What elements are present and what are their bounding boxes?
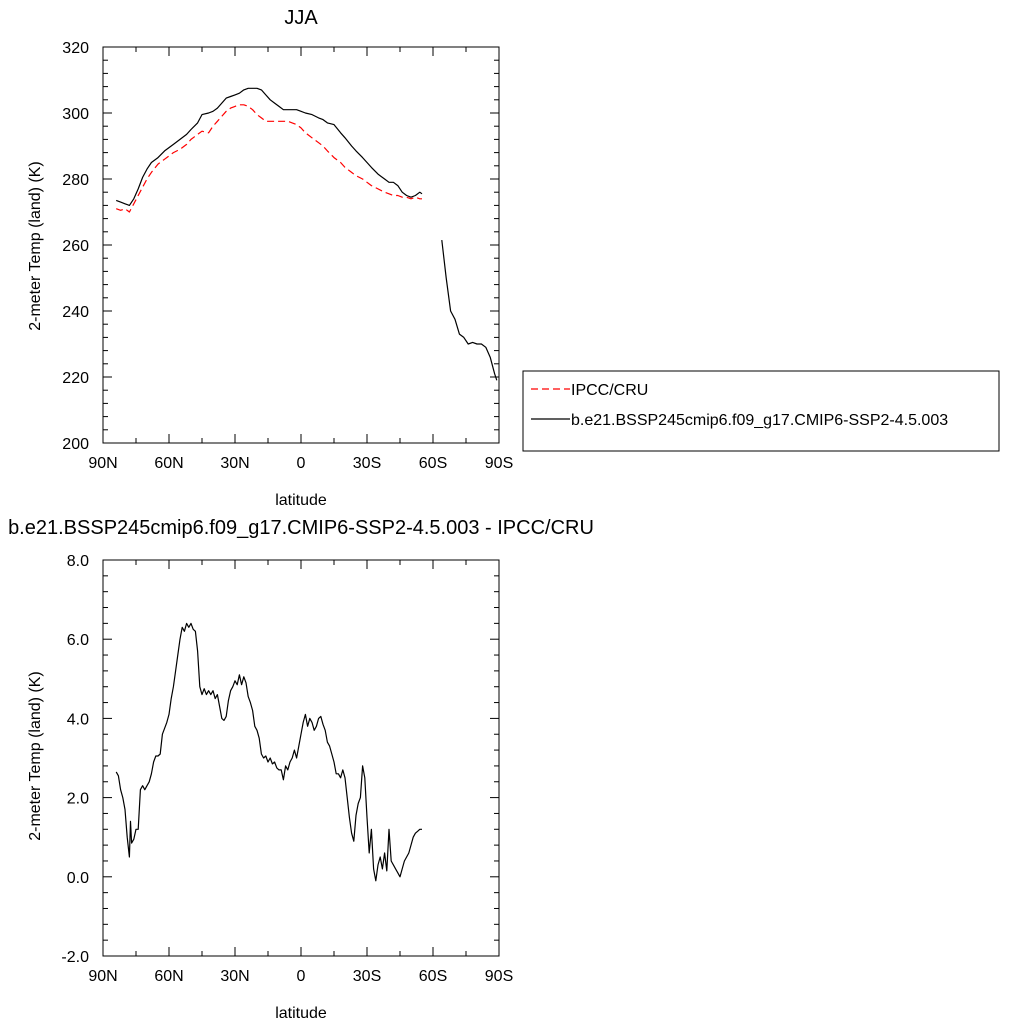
x-axis-label: latitude [275,492,327,509]
series-line-model [115,87,423,206]
y-tick-label: 6.0 [67,632,89,649]
x-tick-label: 60S [419,968,447,985]
x-tick-label: 0 [297,455,306,472]
y-tick-label: 300 [62,106,89,123]
x-tick-label: 30N [220,455,249,472]
chart-title: b.e21.BSSP245cmip6.f09_g17.CMIP6-SSP2-4.… [8,517,594,539]
legend-label-model: b.e21.BSSP245cmip6.f09_g17.CMIP6-SSP2-4.… [571,412,948,429]
plot-area: -2.0 0.0 2.0 4.0 6.0 8.0 90N 60N 30N 0 30S 60S 90S [61,553,513,985]
temperature-panel: JJA 200 220 240 260 280 300 320 90N 60N 30N 0 30S 60… [27,7,1000,509]
x-axis-label: latitude [275,1005,327,1022]
difference-panel: b.e21.BSSP245cmip6.f09_g17.CMIP6-SSP2-4.… [8,517,594,1022]
y-tick-label: 320 [62,40,89,57]
x-tick-label: 90S [485,968,513,985]
x-tick-label: 90N [88,455,117,472]
x-tick-label: 90N [88,968,117,985]
x-tick-label: 90S [485,455,513,472]
x-tick-label: 0 [297,968,306,985]
y-tick-label: 0.0 [67,870,89,887]
series-line-model [441,240,498,381]
x-tick-label: 30S [353,455,381,472]
series-line-difference [115,622,422,882]
y-tick-label: 8.0 [67,553,89,570]
y-axis-label: 2-meter Temp (land) (K) [27,161,44,331]
y-tick-label: 220 [62,370,89,387]
series-line-ipcc-cru [115,104,422,213]
x-tick-label: 30N [220,968,249,985]
x-tick-label: 30S [353,968,381,985]
y-tick-label: 2.0 [67,791,89,808]
y-tick-label: 240 [62,304,89,321]
y-tick-label: 200 [62,436,89,453]
legend-box [522,370,1000,452]
x-tick-label: 60N [154,455,183,472]
plot-frame [102,559,500,957]
y-tick-label: 280 [62,172,89,189]
y-axis-label: 2-meter Temp (land) (K) [27,671,44,841]
chart-title: JJA [284,7,318,29]
y-tick-label: 260 [62,238,89,255]
plot-area: 200 220 240 260 280 300 320 90N 60N 30N 0 30S 60S 90S [62,40,513,472]
legend-label-ipcc-cru: IPCC/CRU [571,382,648,399]
y-tick-label: -2.0 [61,949,89,966]
plot-frame [102,46,500,444]
y-tick-label: 4.0 [67,711,89,728]
x-tick-label: 60S [419,455,447,472]
x-tick-label: 60N [154,968,183,985]
legend: IPCC/CRU b.e21.BSSP245cmip6.f09_g17.CMIP… [522,370,1000,452]
